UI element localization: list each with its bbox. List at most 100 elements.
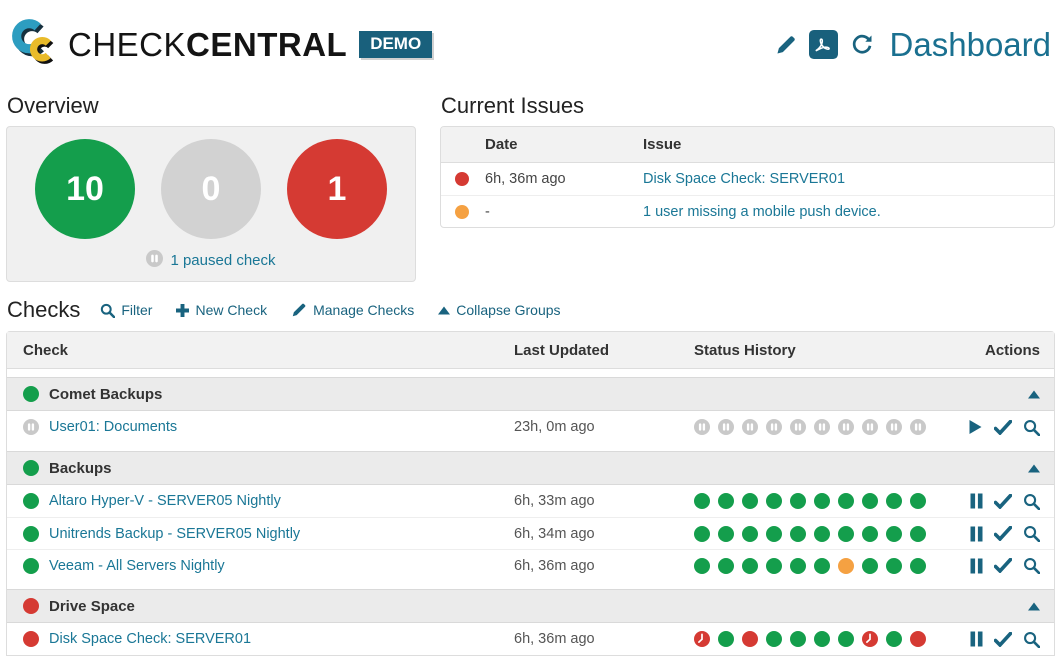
pause-icon[interactable]	[970, 631, 983, 647]
check-group: Backups Altaro Hyper-V - SERVER05 Nightly…	[7, 451, 1054, 581]
status-dot	[886, 631, 902, 647]
checkmark-icon[interactable]	[994, 419, 1012, 435]
issue-link[interactable]: Disk Space Check: SERVER01	[643, 171, 846, 187]
status-dot	[910, 493, 926, 509]
status-dot	[742, 525, 758, 542]
edit-pencil-icon[interactable]	[775, 34, 797, 56]
pause-icon	[814, 419, 830, 435]
current-issues-title: Current Issues	[441, 93, 585, 118]
collapse-group-icon[interactable]	[1028, 390, 1040, 399]
search-icon[interactable]	[1023, 557, 1040, 574]
status-dot	[694, 493, 710, 509]
column-date: Date	[485, 136, 518, 153]
check-row: Altaro Hyper-V - SERVER05 Nightly 6h, 33m…	[7, 485, 1054, 517]
overview-panel: 10 0 1 1 paused check	[6, 126, 416, 282]
last-updated: 6h, 34m ago	[514, 525, 595, 542]
play-icon[interactable]	[968, 419, 983, 435]
issue-row: - 1 user missing a mobile push device.	[441, 195, 1054, 227]
pause-icon	[790, 419, 806, 435]
dashboard-page: CHECKCENTRAL DEMO Dashboard Overview 10 …	[6, 16, 1055, 656]
status-dot	[23, 525, 39, 542]
checkmark-icon[interactable]	[994, 558, 1012, 573]
pause-icon	[23, 419, 39, 435]
status-dot	[23, 557, 39, 574]
check-link[interactable]: Disk Space Check: SERVER01	[49, 631, 252, 647]
failure-count-circle[interactable]: 1	[287, 139, 387, 239]
group-name: Comet Backups	[49, 385, 163, 403]
paused-check-link[interactable]: 1 paused check	[170, 252, 276, 269]
demo-badge: DEMO	[359, 31, 433, 58]
pause-icon[interactable]	[970, 526, 983, 542]
column-issue: Issue	[643, 136, 682, 153]
check-link[interactable]: Veeam - All Servers Nightly	[49, 557, 225, 574]
collapse-groups-button[interactable]: Collapse Groups	[438, 302, 561, 318]
pause-icon	[838, 419, 854, 435]
check-row: User01: Documents 23h, 0m ago	[7, 411, 1054, 443]
manage-checks-button[interactable]: Manage Checks	[291, 302, 414, 318]
last-updated: 23h, 0m ago	[514, 419, 595, 435]
checkmark-icon[interactable]	[994, 493, 1012, 509]
search-icon[interactable]	[1023, 631, 1040, 648]
status-dot	[694, 557, 710, 574]
issue-date: -	[485, 203, 490, 220]
checks-table: Check Last Updated Status History Action…	[6, 331, 1055, 656]
search-icon	[100, 303, 116, 318]
status-dot	[910, 557, 926, 574]
check-link[interactable]: Unitrends Backup - SERVER05 Nightly	[49, 525, 301, 542]
issue-row: 6h, 36m ago Disk Space Check: SERVER01	[441, 163, 1054, 195]
page-title: Dashboard	[889, 25, 1051, 63]
status-dot	[790, 631, 806, 647]
checks-title: Checks	[7, 297, 81, 322]
search-icon[interactable]	[1023, 525, 1040, 542]
status-dot	[742, 631, 758, 647]
check-link[interactable]: Altaro Hyper-V - SERVER05 Nightly	[49, 493, 281, 509]
top-row: Overview 10 0 1 1 paused check Current I…	[6, 87, 1055, 282]
last-updated: 6h, 36m ago	[514, 631, 595, 647]
pencil-icon	[291, 302, 307, 318]
status-dot	[790, 525, 806, 542]
checkmark-icon[interactable]	[994, 631, 1012, 647]
status-dot	[790, 557, 806, 574]
plus-icon	[176, 303, 190, 317]
brand: CHECKCENTRAL DEMO	[8, 16, 433, 73]
status-dot	[718, 631, 734, 647]
group-header-row: Backups	[7, 451, 1054, 485]
new-check-button[interactable]: New Check	[176, 302, 267, 318]
current-issues-body: 6h, 36m ago Disk Space Check: SERVER01 - 1 …	[441, 163, 1054, 227]
pause-icon	[862, 419, 878, 435]
refresh-icon[interactable]	[850, 33, 874, 57]
status-dot	[814, 525, 830, 542]
warning-count-circle[interactable]: 0	[161, 139, 261, 239]
success-count-circle[interactable]: 10	[35, 139, 135, 239]
group-header-row: Comet Backups	[7, 377, 1054, 411]
check-row: Veeam - All Servers Nightly 6h, 36m ago	[7, 549, 1054, 581]
status-dot	[766, 557, 782, 574]
pause-icon	[742, 419, 758, 435]
checkcentral-logo-icon	[8, 16, 60, 73]
pause-icon[interactable]	[970, 558, 983, 574]
filter-button[interactable]: Filter	[100, 302, 152, 318]
overview-section: Overview 10 0 1 1 paused check	[6, 87, 416, 282]
current-issues-header: Date Issue	[441, 127, 1054, 163]
status-dot	[766, 493, 782, 509]
status-dot	[718, 493, 734, 509]
pause-icon[interactable]	[970, 493, 983, 509]
search-icon[interactable]	[1023, 493, 1040, 510]
status-dot	[790, 493, 806, 509]
search-icon[interactable]	[1023, 419, 1040, 436]
pause-icon	[886, 419, 902, 435]
checkmark-icon[interactable]	[994, 526, 1012, 541]
status-dot	[814, 493, 830, 509]
issue-status-dot	[455, 204, 469, 219]
status-dot	[862, 493, 878, 509]
export-pdf-icon[interactable]	[808, 30, 838, 59]
group-name: Backups	[49, 459, 112, 477]
collapse-group-icon[interactable]	[1028, 602, 1040, 611]
column-last-updated: Last Updated	[514, 341, 610, 359]
clock-icon	[862, 631, 878, 647]
status-dot	[23, 386, 39, 402]
issue-link[interactable]: 1 user missing a mobile push device.	[643, 203, 881, 220]
overview-title: Overview	[7, 93, 99, 118]
check-link[interactable]: User01: Documents	[49, 419, 178, 435]
collapse-group-icon[interactable]	[1028, 464, 1040, 473]
